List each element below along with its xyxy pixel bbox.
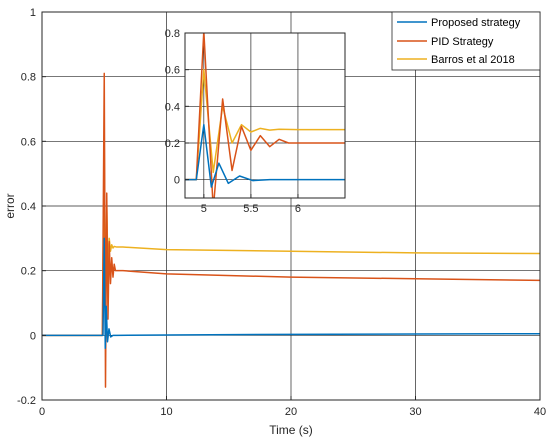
legend-label-proposed: Proposed strategy (431, 17, 521, 29)
inset-y-tick-label: 0.8 (165, 28, 180, 40)
main-series (42, 72, 540, 388)
inset-series-line-barros (185, 68, 345, 181)
main-y-tick-label: 0.6 (21, 136, 36, 148)
main-y-tick-label: -0.2 (17, 395, 36, 407)
inset-ticks: 5 5.5 6 0 0.2 0.4 0.6 0.8 (165, 28, 301, 215)
inset-x-tick-label: 5 (201, 203, 207, 215)
main-x-tick-label: 40 (534, 406, 546, 418)
inset-series-line-pid (185, 33, 345, 198)
main-series-line-pid (42, 72, 540, 388)
legend-label-pid: PID Strategy (431, 36, 494, 48)
inset-y-tick-label: 0.4 (165, 101, 180, 113)
main-y-tick-label: 0.2 (21, 266, 36, 278)
main-y-tick-label: 0.8 (21, 72, 36, 84)
inset-series-line-proposed (185, 123, 345, 188)
main-y-tick-label: 1 (30, 7, 36, 19)
legend-label-barros: Barros et al 2018 (431, 54, 515, 66)
inset-series (185, 33, 345, 198)
inset-y-tick-label: 0 (174, 175, 180, 187)
inset-x-tick-label: 5.5 (243, 203, 258, 215)
main-y-tick-label: 0 (30, 330, 36, 342)
main-x-tick-label: 20 (285, 406, 297, 418)
y-axis-label: error (3, 193, 17, 218)
inset-y-tick-label: 0.2 (165, 138, 180, 150)
main-series-line-proposed (42, 237, 540, 350)
legend: Proposed strategy PID Strategy Barros et… (391, 11, 541, 71)
main-ticks: 0 10 20 30 40-0.200.20.40.60.81 (17, 7, 546, 418)
inset-y-tick-label: 0.6 (165, 65, 180, 77)
main-x-tick-label: 10 (160, 406, 172, 418)
main-x-tick-label: 0 (39, 406, 45, 418)
inset-x-tick-label: 6 (295, 203, 301, 215)
main-x-tick-label: 30 (409, 406, 421, 418)
inset-plot-frame (184, 32, 346, 199)
x-axis-label: Time (s) (269, 423, 313, 437)
main-y-tick-label: 0.4 (21, 201, 36, 213)
